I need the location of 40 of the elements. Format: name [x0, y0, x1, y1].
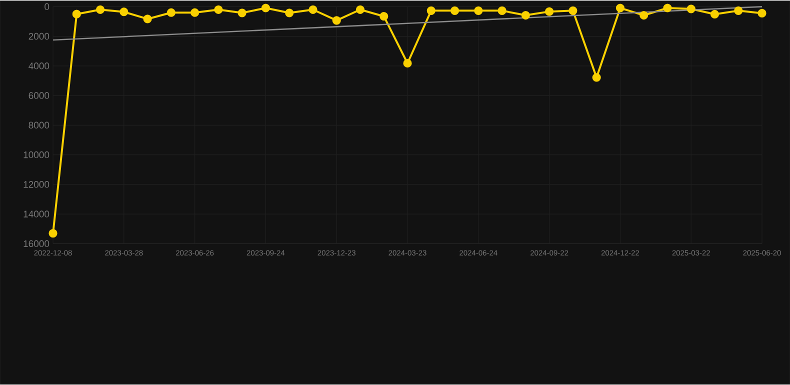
point: [332, 16, 341, 25]
point: [521, 11, 530, 20]
point: [72, 10, 81, 19]
point: [190, 8, 200, 18]
point: [308, 5, 318, 14]
y-tick-label: 10000: [24, 152, 50, 158]
point: [214, 5, 223, 14]
y-tick-label: 16000: [24, 240, 50, 248]
point: [450, 6, 460, 16]
point: [686, 4, 696, 14]
point: [426, 6, 436, 16]
point: [663, 4, 672, 12]
point: [640, 11, 648, 20]
point: [545, 7, 554, 16]
point: [498, 6, 506, 16]
y-tick-label: 12000: [24, 181, 50, 188]
y-tick-label: 4000: [28, 62, 50, 70]
point: [474, 6, 483, 16]
y-tick-label: 8000: [28, 122, 50, 129]
point: [380, 12, 388, 21]
point: [261, 4, 270, 12]
point: [356, 5, 365, 14]
point: [48, 229, 58, 238]
y-tick-label: 14000: [24, 210, 50, 218]
point: [166, 8, 176, 18]
point: [96, 5, 105, 14]
point: [592, 73, 601, 82]
point: [285, 8, 294, 18]
point: [758, 9, 766, 18]
y-tick-label: 6000: [28, 92, 50, 100]
point: [238, 8, 246, 18]
point: [710, 10, 720, 19]
point: [616, 4, 625, 12]
point: [568, 6, 578, 16]
point: [403, 59, 412, 68]
point: [120, 8, 128, 16]
y-tick-label: 0: [44, 3, 50, 10]
point: [734, 6, 743, 16]
point: [143, 14, 152, 24]
y-tick-label: 2000: [28, 33, 50, 40]
